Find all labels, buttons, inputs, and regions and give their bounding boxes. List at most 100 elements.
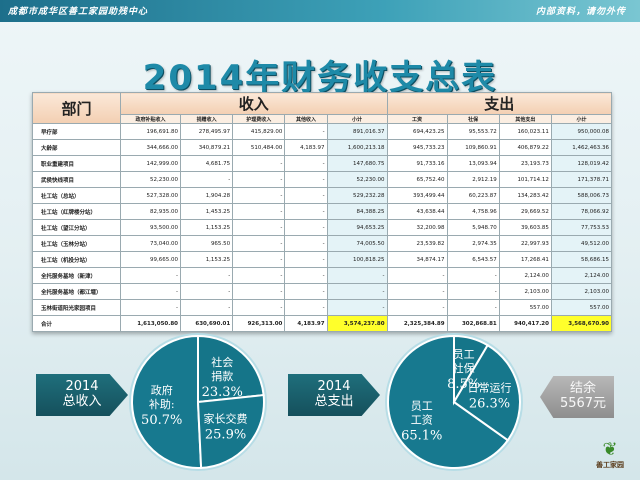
value-cell: -	[179, 267, 234, 284]
slice-label-1: 家长交费	[204, 412, 248, 426]
value-cell: 93,500.00	[120, 219, 181, 236]
expense-arrow-label: 总支出	[314, 394, 354, 409]
value-cell: -	[232, 155, 286, 172]
subtotal-cell: 1,600,213.18	[326, 139, 388, 156]
value-cell: -	[446, 267, 500, 284]
slice-percent: 23.3%	[202, 385, 243, 400]
value-cell: 694,423.25	[386, 123, 448, 140]
table-row: 玉林街道阳光家园项目 - - - - - - -557.00 557.00	[32, 299, 613, 316]
value-cell: 4,183.97	[284, 315, 328, 332]
subtotal-cell: 78,066.92	[550, 203, 613, 220]
dept-name-cell: 全托服务基地（都江堰）	[32, 283, 121, 300]
value-cell: 134,283.42	[498, 187, 552, 204]
col-header: 政府补贴收入	[120, 114, 181, 124]
value-cell: 415,829.00	[232, 123, 286, 140]
subtotal-cell: -	[326, 283, 388, 300]
value-cell: 23,539.82	[386, 235, 448, 252]
income-total-arrow: 2014 总收入	[36, 374, 128, 416]
dept-name-cell: 武侯快线项目	[32, 171, 121, 188]
slice-percent: 8.5%	[447, 377, 480, 392]
value-cell: 340,879.21	[179, 139, 234, 156]
subtotal-cell: 84,388.25	[326, 203, 388, 220]
value-cell: 344,666.00	[120, 139, 181, 156]
slice-label-1: 政府	[151, 383, 173, 397]
value-cell: 965.50	[179, 235, 234, 252]
value-cell: 34,874.17	[386, 251, 448, 268]
value-cell: -	[284, 283, 328, 300]
table-row: 早疗部 196,691.80 278,495.97 415,829.00-891,01…	[32, 123, 613, 140]
dept-name-cell: 合计	[32, 315, 121, 332]
value-cell: -	[284, 235, 328, 252]
value-cell: -	[284, 251, 328, 268]
slice-label-1: 员工	[453, 348, 475, 361]
subtotal-cell: -	[326, 299, 388, 316]
table-row: 大龄部 344,666.00 340,879.21 510,484.00 4,183.9…	[32, 139, 613, 156]
value-cell: -	[232, 251, 286, 268]
value-cell: 406,879.22	[498, 139, 552, 156]
slice-percent: 26.3%	[469, 396, 510, 411]
table-row: 社工站（总站） 527,328.00 1,904.28- -529,232.28 393…	[32, 187, 613, 204]
value-cell: -	[179, 299, 234, 316]
value-cell: 13,093.94	[446, 155, 500, 172]
income-arrow-label: 总收入	[62, 394, 102, 409]
finance-table: 部门 收入 支出 政府补贴收入 捐赠收入 护理费收入 其他收入 小计 工资 社保…	[32, 92, 613, 332]
value-cell: 940,417.20	[498, 315, 552, 332]
value-cell: -	[284, 171, 328, 188]
value-cell: 6,543.57	[446, 251, 500, 268]
logo-text: 善工家园	[596, 461, 624, 469]
value-cell: 99,665.00	[120, 251, 181, 268]
subtotal-cell: 171,378.71	[550, 171, 613, 188]
table-header-row: 部门 收入 支出	[32, 92, 613, 124]
table-row: 职业重建项目 142,999.00 4,681.75- -147,680.75 91,7…	[32, 155, 613, 172]
value-cell: -	[120, 299, 181, 316]
slice-label-2: 社保	[453, 361, 475, 375]
col-header: 其他收入	[284, 114, 328, 124]
value-cell: -	[232, 283, 286, 300]
slice-percent: 50.7%	[141, 413, 182, 428]
subtotal-cell: -	[326, 267, 388, 284]
value-cell: -	[179, 283, 234, 300]
table-row: 全托服务基地（都江堰） - - - - - - -2,103.00 2,103.00	[32, 283, 613, 300]
value-cell: 2,325,384.89	[386, 315, 448, 332]
dept-name-cell: 大龄部	[32, 139, 121, 156]
subtotal-cell: 128,019.42	[550, 155, 613, 172]
value-cell: 29,669.52	[498, 203, 552, 220]
subtotal-cell: 49,512.00	[550, 235, 613, 252]
value-cell: 527,328.00	[120, 187, 181, 204]
tree-icon: ❦	[602, 439, 618, 460]
value-cell: -	[120, 283, 181, 300]
value-cell: 2,912.19	[446, 171, 500, 188]
value-cell: 142,999.00	[120, 155, 181, 172]
value-cell: -	[386, 267, 448, 284]
dept-name-cell: 社工站（机投分站）	[32, 251, 121, 268]
value-cell: 2,124.00	[498, 267, 552, 284]
confidential-note: 内部资料，请勿外传	[535, 7, 626, 17]
value-cell: 101,714.12	[498, 171, 552, 188]
table-row: 社工站（机投分站） 99,665.00 1,153.25- -100,818.25 34…	[32, 251, 613, 268]
pie-slice	[197, 334, 265, 404]
value-cell: -	[232, 203, 286, 220]
subtotal-cell: 1,462,463.36	[550, 139, 613, 156]
table-row: 全托服务基地（新津） - - - - - - -2,124.00 2,124.00	[32, 267, 613, 284]
value-cell: 91,733.16	[386, 155, 448, 172]
col-header: 社保	[446, 114, 500, 124]
value-cell: -	[284, 299, 328, 316]
col-header: 护理费收入	[232, 114, 286, 124]
subtotal-cell: 77,753.53	[550, 219, 613, 236]
value-cell: 557.00	[498, 299, 552, 316]
value-cell: -	[284, 267, 328, 284]
subtotal-cell: 94,653.25	[326, 219, 388, 236]
org-logo: ❦ 善工家园	[588, 440, 632, 474]
slice-label-2: 补助:	[149, 397, 175, 411]
value-cell: 510,484.00	[232, 139, 286, 156]
slice-percent: 25.9%	[205, 428, 246, 443]
subtotal-cell: 100,818.25	[326, 251, 388, 268]
value-cell: -	[386, 299, 448, 316]
subtotal-cell: 3,574,237.80	[326, 315, 388, 332]
value-cell: 39,603.85	[498, 219, 552, 236]
value-cell: -	[120, 267, 181, 284]
income-arrow-year: 2014	[65, 379, 99, 394]
value-cell: -	[446, 299, 500, 316]
page-title: 2014年财务收支总表	[142, 58, 498, 98]
expense-header: 支出	[386, 92, 613, 115]
